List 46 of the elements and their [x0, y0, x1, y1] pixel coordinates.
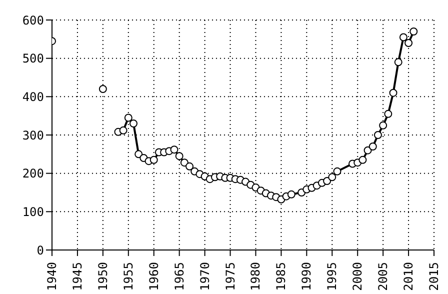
point — [134, 150, 143, 158]
x-tick-label: 1980 — [248, 262, 263, 291]
point — [170, 146, 178, 154]
point — [175, 152, 184, 160]
x-tick-label: 1940 — [45, 262, 59, 291]
point — [399, 33, 408, 42]
point — [394, 58, 402, 66]
y-tick-label: 0 — [36, 243, 44, 258]
x-tick-label: 1995 — [325, 262, 340, 291]
point — [410, 28, 418, 36]
x-tick-label: 1970 — [198, 262, 212, 291]
y-tick-label: 200 — [22, 166, 44, 181]
point — [98, 85, 107, 93]
point — [374, 131, 382, 139]
point — [129, 120, 138, 128]
point — [368, 142, 377, 150]
point — [186, 162, 194, 170]
x-tick-label: 1945 — [70, 262, 84, 291]
y-tick-label: 100 — [22, 204, 44, 219]
x-tick-label: 1975 — [223, 262, 238, 291]
point — [323, 177, 332, 185]
point — [358, 156, 367, 164]
x-tick-label: 1960 — [146, 262, 161, 291]
point — [389, 88, 398, 97]
y-tick-label: 500 — [22, 52, 44, 66]
x-tick-label: 2005 — [376, 262, 390, 291]
point — [379, 121, 388, 130]
point — [119, 126, 128, 134]
point — [333, 167, 342, 176]
x-tick-label: 1965 — [172, 262, 186, 291]
x-tick-label: 2010 — [402, 262, 416, 291]
x-tick-label: 1950 — [96, 262, 110, 291]
point — [124, 114, 132, 122]
x-tick-label: 1990 — [300, 262, 314, 291]
x-tick-label: 1955 — [121, 262, 136, 291]
x-tick-label: 2015 — [427, 262, 441, 291]
point — [328, 173, 336, 182]
x-tick-label: 2000 — [350, 262, 365, 291]
point — [287, 190, 296, 198]
point — [404, 39, 413, 47]
point — [150, 156, 158, 164]
point — [384, 110, 392, 118]
y-tick-label: 600 — [22, 13, 44, 28]
y-tick-label: 400 — [22, 90, 44, 104]
y-tick-label: 300 — [22, 128, 44, 142]
x-tick-label: 1985 — [274, 262, 288, 291]
